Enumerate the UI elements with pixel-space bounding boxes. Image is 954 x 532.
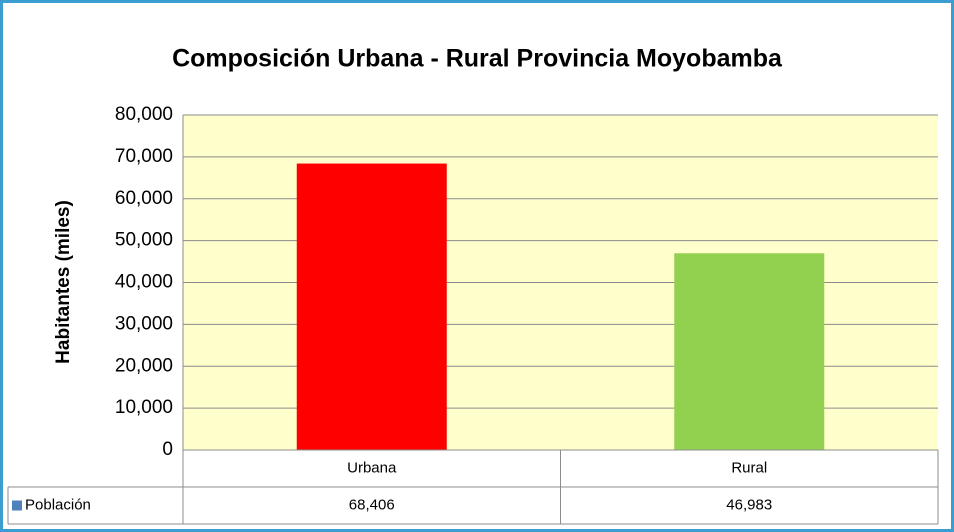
y-tick-label: 10,000 bbox=[115, 397, 173, 418]
bar bbox=[296, 163, 447, 451]
x-tick-label: Rural bbox=[731, 459, 767, 476]
data-table-value: 68,406 bbox=[349, 496, 395, 513]
legend-key bbox=[12, 500, 22, 511]
y-tick-label: 60,000 bbox=[115, 188, 173, 209]
y-tick-label: 0 bbox=[162, 439, 173, 460]
x-tick-label: Urbana bbox=[347, 459, 397, 476]
y-tick-label: 30,000 bbox=[115, 313, 173, 334]
chart-title: Composición Urbana - Rural Provincia Moy… bbox=[172, 45, 783, 73]
data-table-value: 46,983 bbox=[726, 496, 772, 513]
y-tick-label: 80,000 bbox=[115, 104, 173, 125]
legend-label: Población bbox=[25, 496, 91, 513]
y-tick-label: 40,000 bbox=[115, 272, 173, 293]
y-tick-label: 70,000 bbox=[115, 146, 173, 167]
bar bbox=[674, 253, 825, 450]
y-tick-label: 20,000 bbox=[115, 355, 173, 376]
y-tick-label: 50,000 bbox=[115, 230, 173, 251]
y-axis-label: Habitantes (miles) bbox=[53, 200, 74, 364]
